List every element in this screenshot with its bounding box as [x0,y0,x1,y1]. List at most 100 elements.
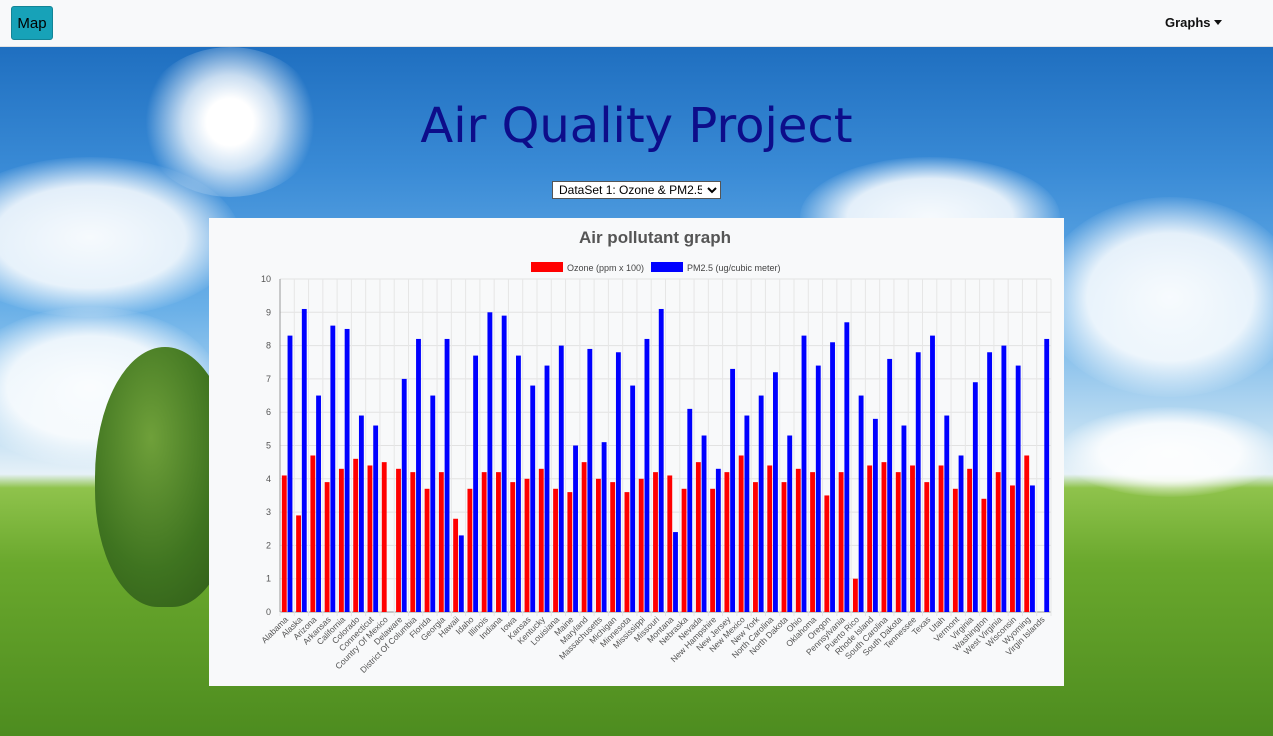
bar-ozone [952,488,958,612]
bar-pm25 [430,395,436,612]
bar-ozone [567,492,573,612]
bar-pm25 [587,348,593,612]
cloud-image [0,157,240,317]
y-tick-label: 1 [266,574,271,584]
bar-ozone [1010,485,1015,612]
graphs-dropdown[interactable]: Graphs [1165,15,1222,30]
bar-ozone [381,462,387,612]
bar-ozone [924,482,930,612]
bar-ozone [767,465,773,612]
bar-pm25 [1001,345,1007,612]
navbar: Map Graphs [0,0,1273,47]
bar-ozone [695,462,701,612]
bar-pm25 [858,395,864,612]
bar-ozone [610,482,616,612]
bar-ozone [538,468,544,612]
y-tick-label: 8 [266,341,271,351]
legend-swatch-1 [651,262,683,272]
bar-ozone [967,468,973,612]
bar-ozone [981,498,987,612]
bar-ozone [881,462,887,612]
bar-ozone [524,478,530,612]
y-tick-label: 3 [266,507,271,517]
bar-ozone [410,472,416,612]
bar-pm25 [673,532,678,612]
bar-pm25 [301,308,307,612]
bar-pm25 [830,342,835,612]
air-pollutant-chart: Air pollutant graph Ozone (ppm x 100) PM2.… [259,228,1052,675]
bar-ozone [1024,455,1030,612]
bar-pm25 [601,442,607,612]
bar-pm25 [715,468,721,612]
bar-ozone [338,468,344,612]
bar-pm25 [930,335,935,612]
dataset-select[interactable]: DataSet 1: Ozone & PM2.5 [552,181,721,199]
bar-ozone [496,472,501,612]
bar-pm25 [872,418,878,612]
bar-pm25 [901,425,907,612]
y-tick-label: 9 [266,307,271,317]
map-button[interactable]: Map [11,6,53,40]
bar-ozone [310,455,316,612]
bar-pm25 [787,435,793,612]
chart-panel: Air pollutant graph Ozone (ppm x 100) PM2.… [209,218,1064,686]
bar-pm25 [987,352,993,612]
bar-pm25 [358,415,364,612]
bar-ozone [581,462,587,612]
bar-pm25 [573,445,578,612]
bar-pm25 [287,335,293,612]
bar-pm25 [815,365,821,612]
legend-label-1: PM2.5 (ug/cubic meter) [687,263,781,273]
bar-ozone [895,472,901,612]
cloud-image [1060,407,1273,497]
bar-ozone [453,518,459,612]
bar-pm25 [416,338,421,612]
bar-ozone [724,472,730,612]
bar-pm25 [758,395,764,612]
y-tick-label: 6 [266,407,271,417]
bar-pm25 [487,312,493,612]
bar-ozone [353,458,359,612]
bar-ozone [753,482,758,612]
bar-pm25 [658,308,664,612]
bar-ozone [595,478,601,612]
bar-pm25 [373,425,379,612]
y-tick-label: 0 [266,607,271,617]
page-title: Air Quality Project [420,98,853,154]
bar-ozone [910,465,915,612]
bar-pm25 [744,415,750,612]
bar-pm25 [773,372,778,612]
bar-ozone [824,495,830,612]
bar-pm25 [1015,365,1021,612]
bar-pm25 [615,352,621,612]
y-tick-label: 2 [266,540,271,550]
bar-ozone [367,465,373,612]
bar-ozone [867,465,873,612]
bar-pm25 [330,325,336,612]
bar-ozone [710,488,716,612]
chart-title: Air pollutant graph [579,228,731,247]
bar-pm25 [473,355,479,612]
bar-pm25 [844,322,850,612]
bar-pm25 [458,535,464,612]
legend-label-0: Ozone (ppm x 100) [567,263,644,273]
bar-pm25 [558,345,564,612]
bar-ozone [852,578,858,612]
legend-swatch-0 [531,262,563,272]
y-tick-label: 5 [266,441,271,451]
bar-ozone [467,488,473,612]
bar-pm25 [801,335,807,612]
bar-pm25 [944,415,950,612]
bar-pm25 [1044,338,1050,612]
graphs-dropdown-label: Graphs [1165,15,1211,30]
bar-ozone [667,475,673,612]
bar-pm25 [344,328,350,612]
bar-ozone [324,482,330,612]
bar-pm25 [501,315,507,612]
bar-ozone [638,478,644,612]
bar-ozone [281,475,287,612]
bar-ozone [624,492,630,612]
bar-ozone [995,472,1001,612]
cloud-image [1040,197,1273,397]
y-tick-label: 7 [266,374,271,384]
